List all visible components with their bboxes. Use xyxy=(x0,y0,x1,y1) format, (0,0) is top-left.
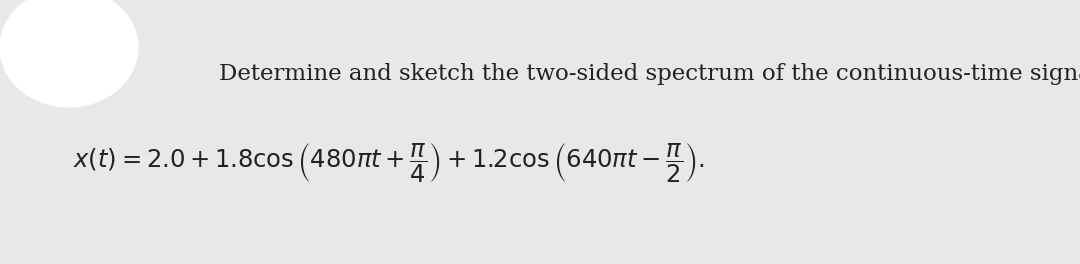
Text: Determine and sketch the two-sided spectrum of the continuous-time signal: Determine and sketch the two-sided spect… xyxy=(219,63,1080,85)
Ellipse shape xyxy=(0,0,138,107)
Text: $x(t)=2.0+1.8\cos\left(480\pi t+\dfrac{\pi}{4}\right)+1.2\cos\left(640\pi t-\dfr: $x(t)=2.0+1.8\cos\left(480\pi t+\dfrac{\… xyxy=(73,142,704,186)
